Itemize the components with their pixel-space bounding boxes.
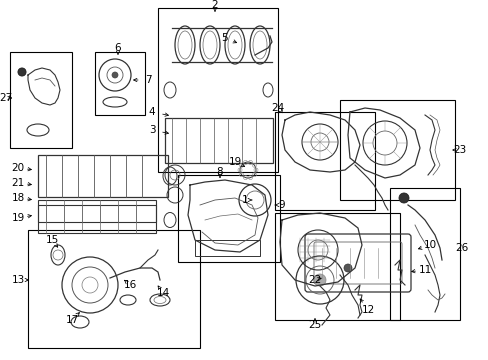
Text: 11: 11 [418, 265, 431, 275]
Bar [38, 200, 156, 222]
Bar [178, 175, 280, 262]
Text: 15: 15 [45, 235, 59, 245]
Text: 19: 19 [228, 157, 241, 167]
Text: 7: 7 [144, 75, 151, 85]
Text: 19: 19 [11, 213, 24, 223]
Text: 10: 10 [423, 240, 436, 250]
Text: 4: 4 [148, 107, 155, 117]
Text: 26: 26 [454, 243, 468, 253]
Text: 18: 18 [11, 193, 24, 203]
Circle shape [398, 193, 408, 203]
Bar [274, 213, 399, 320]
Text: 27: 27 [0, 93, 13, 103]
Bar [339, 100, 454, 200]
Bar [95, 52, 145, 115]
Text: 23: 23 [452, 145, 466, 155]
Bar [10, 52, 72, 148]
Text: 21: 21 [11, 178, 24, 188]
Text: 8: 8 [216, 167, 223, 177]
Text: 9: 9 [278, 200, 285, 210]
Text: 25: 25 [308, 320, 321, 330]
Circle shape [343, 264, 351, 272]
Bar [38, 155, 168, 197]
Text: 13: 13 [11, 275, 24, 285]
Bar [158, 8, 278, 172]
Text: 17: 17 [65, 315, 79, 325]
Bar [164, 118, 272, 163]
Text: 3: 3 [148, 125, 155, 135]
Circle shape [18, 68, 26, 76]
Text: 12: 12 [361, 305, 374, 315]
Text: 6: 6 [115, 43, 121, 53]
Text: 22: 22 [308, 275, 321, 285]
Text: 24: 24 [271, 103, 284, 113]
Text: 1: 1 [241, 195, 248, 205]
Text: 14: 14 [156, 288, 169, 298]
Bar [195, 240, 260, 256]
Circle shape [313, 274, 325, 286]
Text: 2: 2 [211, 0, 218, 10]
Bar [28, 230, 200, 348]
Bar [274, 112, 374, 210]
Circle shape [112, 72, 118, 78]
Bar [389, 188, 459, 320]
Text: 5: 5 [221, 33, 228, 43]
Bar [38, 205, 156, 233]
Text: 20: 20 [11, 163, 24, 173]
Text: 16: 16 [123, 280, 136, 290]
